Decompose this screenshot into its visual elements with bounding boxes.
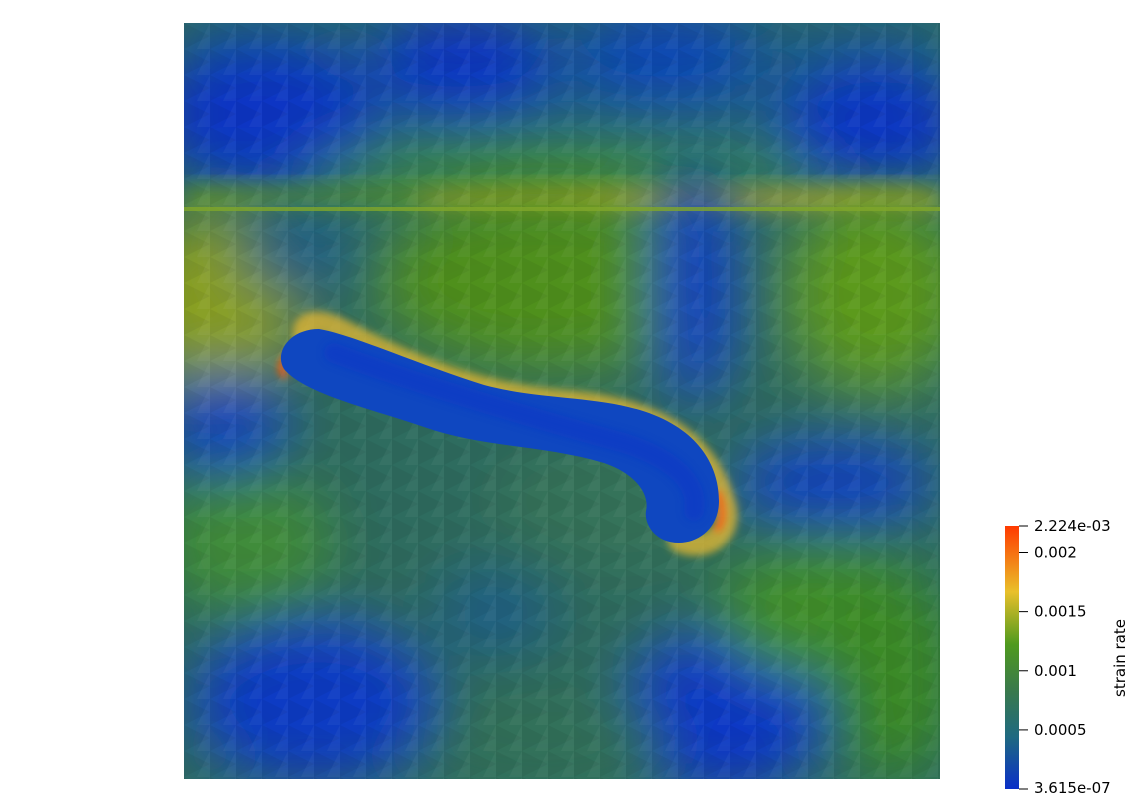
colorbar-min-label: 3.615e-07 <box>1034 779 1111 797</box>
colorbar-tick-label-0: 0.002 <box>1034 543 1077 561</box>
colorbar-title: strain rate <box>1111 619 1129 697</box>
strain-rate-field-render <box>184 23 940 779</box>
colorbar-tick-label-1: 0.0015 <box>1034 603 1087 621</box>
colorbar-gradient <box>1005 526 1019 789</box>
colorbar-ticks: 0.002 0.0015 0.001 0.0005 <box>1019 525 1087 790</box>
shear-line <box>184 207 940 211</box>
colorbar-tick-label-2: 0.001 <box>1034 662 1077 680</box>
colorbar-legend: 0.002 0.0015 0.001 0.0005 2.224e-03 3.615e-… <box>1005 520 1129 797</box>
colorbar-tick-label-3: 0.0005 <box>1034 721 1087 739</box>
colorbar-max-label: 2.224e-03 <box>1034 520 1111 535</box>
